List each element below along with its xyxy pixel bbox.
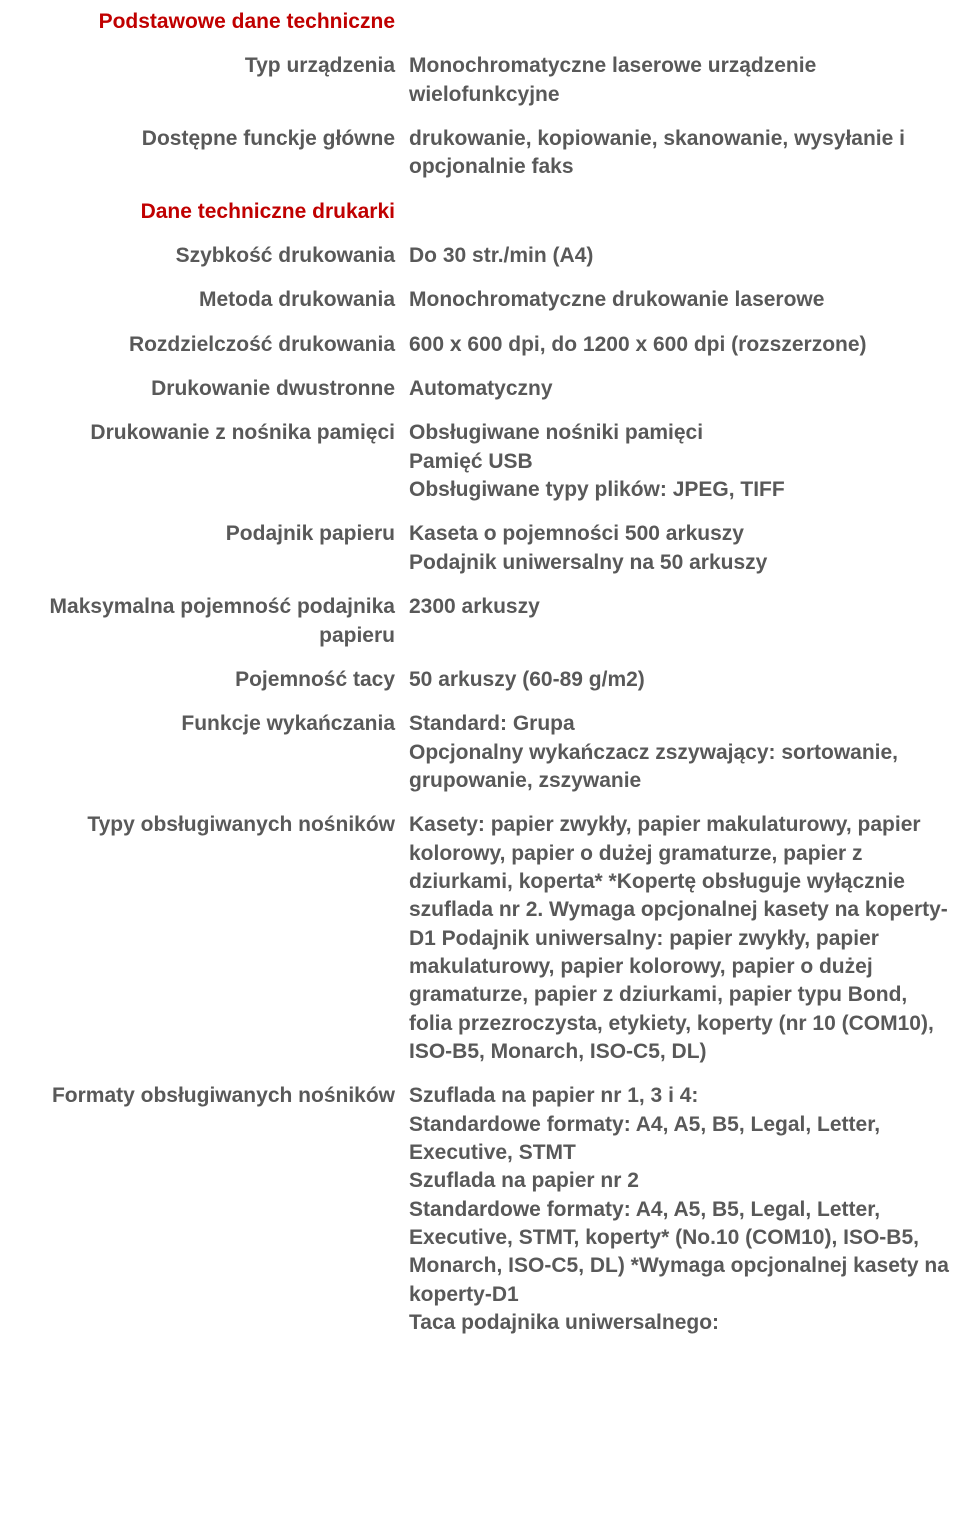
- row-print-speed: Szybkość drukowania Do 30 str./min (A4): [0, 234, 960, 278]
- label-device-type: Typ urządzenia: [0, 44, 409, 117]
- label-media-sizes: Formaty obsługiwanych nośników: [0, 1074, 409, 1345]
- value-print-speed: Do 30 str./min (A4): [409, 234, 960, 278]
- value-paper-feed: Kaseta o pojemności 500 arkuszyPodajnik …: [409, 512, 960, 585]
- row-max-feed-capacity: Maksymalna pojemność podajnika papieru 2…: [0, 585, 960, 658]
- value-duplex: Automatyczny: [409, 367, 960, 411]
- value-print-resolution: 600 x 600 dpi, do 1200 x 600 dpi (rozsze…: [409, 323, 960, 367]
- row-duplex: Drukowanie dwustronne Automatyczny: [0, 367, 960, 411]
- label-tray-capacity: Pojemność tacy: [0, 658, 409, 702]
- label-media-print: Drukowanie z nośnika pamięci: [0, 411, 409, 512]
- label-media-types: Typy obsługiwanych nośników: [0, 803, 409, 1074]
- row-media-sizes: Formaty obsługiwanych nośników Szuflada …: [0, 1074, 960, 1345]
- value-device-type: Monochromatyczne laserowe urządzenie wie…: [409, 44, 960, 117]
- section-heading-printer-label: Dane techniczne drukarki: [0, 190, 409, 234]
- value-media-print: Obsługiwane nośniki pamięciPamięć USBObs…: [409, 411, 960, 512]
- label-print-speed: Szybkość drukowania: [0, 234, 409, 278]
- spec-table: Podstawowe dane techniczne Typ urządzeni…: [0, 0, 960, 1345]
- row-device-type: Typ urządzenia Monochromatyczne laserowe…: [0, 44, 960, 117]
- row-media-print: Drukowanie z nośnika pamięci Obsługiwane…: [0, 411, 960, 512]
- value-media-sizes: Szuflada na papier nr 1, 3 i 4:Standardo…: [409, 1074, 960, 1345]
- row-print-resolution: Rozdzielczość drukowania 600 x 600 dpi, …: [0, 323, 960, 367]
- label-duplex: Drukowanie dwustronne: [0, 367, 409, 411]
- row-main-functions: Dostępne funckje główne drukowanie, kopi…: [0, 117, 960, 190]
- row-paper-feed: Podajnik papieru Kaseta o pojemności 500…: [0, 512, 960, 585]
- section-heading-printer: Dane techniczne drukarki: [0, 190, 960, 234]
- value-tray-capacity: 50 arkuszy (60-89 g/m2): [409, 658, 960, 702]
- section-heading-basic-label: Podstawowe dane techniczne: [0, 0, 409, 44]
- label-max-feed-capacity: Maksymalna pojemność podajnika papieru: [0, 585, 409, 658]
- row-finishing: Funkcje wykańczania Standard: GrupaOpcjo…: [0, 702, 960, 803]
- value-print-method: Monochromatyczne drukowanie laserowe: [409, 278, 960, 322]
- value-media-types: Kasety: papier zwykły, papier makulaturo…: [409, 803, 960, 1074]
- label-print-method: Metoda drukowania: [0, 278, 409, 322]
- label-finishing: Funkcje wykańczania: [0, 702, 409, 803]
- label-print-resolution: Rozdzielczość drukowania: [0, 323, 409, 367]
- row-print-method: Metoda drukowania Monochromatyczne druko…: [0, 278, 960, 322]
- section-heading-basic-value: [409, 0, 960, 44]
- value-max-feed-capacity: 2300 arkuszy: [409, 585, 960, 658]
- value-main-functions: drukowanie, kopiowanie, skanowanie, wysy…: [409, 117, 960, 190]
- value-finishing: Standard: GrupaOpcjonalny wykańczacz zsz…: [409, 702, 960, 803]
- row-tray-capacity: Pojemność tacy 50 arkuszy (60-89 g/m2): [0, 658, 960, 702]
- label-paper-feed: Podajnik papieru: [0, 512, 409, 585]
- label-main-functions: Dostępne funckje główne: [0, 117, 409, 190]
- section-heading-basic: Podstawowe dane techniczne: [0, 0, 960, 44]
- section-heading-printer-value: [409, 190, 960, 234]
- row-media-types: Typy obsługiwanych nośników Kasety: papi…: [0, 803, 960, 1074]
